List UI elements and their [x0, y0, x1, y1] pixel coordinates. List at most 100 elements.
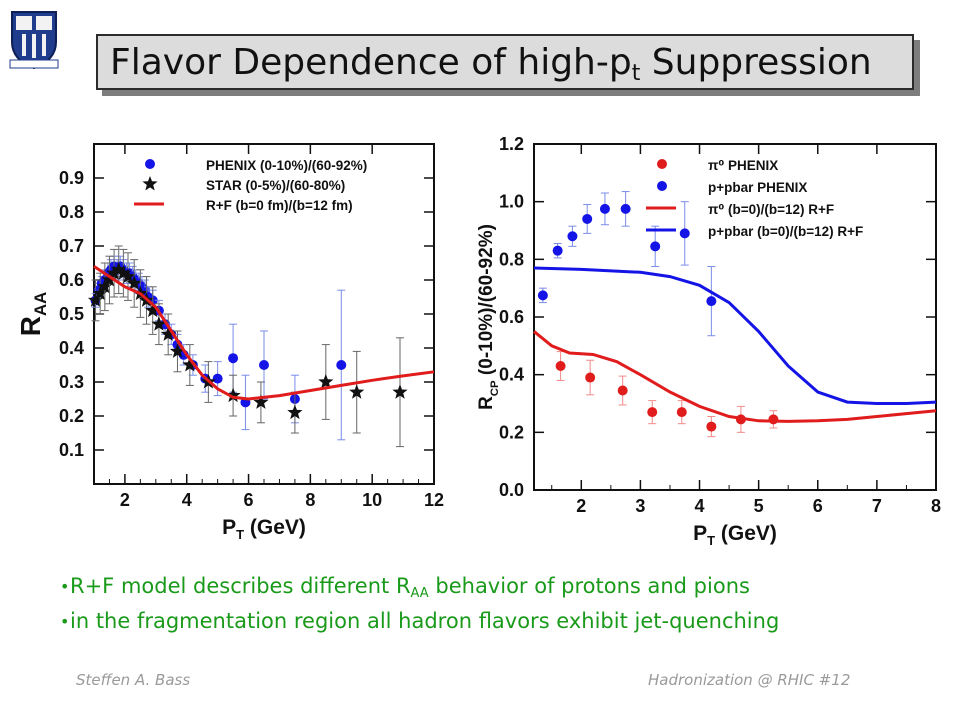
data-point — [585, 372, 596, 383]
data-point-star — [392, 384, 408, 399]
data-point-star — [169, 343, 186, 358]
y-tick-label: 1.0 — [499, 192, 524, 212]
legend-label: STAR (0-5%)/(60-80%) — [206, 178, 345, 193]
data-point-star — [349, 384, 365, 399]
data-point-star — [225, 387, 241, 403]
data-point — [212, 373, 223, 384]
y-tick-label: 0.8 — [499, 249, 524, 269]
y-tick-label: 0.6 — [499, 307, 524, 327]
data-point-star — [97, 278, 113, 294]
y-tick-label: 0.2 — [59, 406, 84, 426]
bullet-list: • R+F model describes different RAA beha… — [60, 574, 940, 643]
data-point — [259, 360, 269, 370]
bullet-dot-icon: • — [60, 612, 70, 631]
legend-label: R+F (b=0 fm)/(b=12 fm) — [206, 198, 353, 213]
bullet-item: • R+F model describes different RAA beha… — [60, 574, 750, 601]
data-point-star — [120, 268, 136, 284]
x-tick-label: 3 — [635, 496, 645, 516]
bullet-dot-icon: • — [60, 577, 70, 596]
legend-label: π⁰ PHENIX — [708, 158, 778, 173]
y-tick-label: 0.0 — [499, 480, 524, 500]
title-box: Flavor Dependence of high-pt Suppression — [96, 34, 914, 90]
data-point — [706, 296, 717, 307]
y-tick-label: 0.8 — [59, 202, 84, 222]
legend-star-swatch — [142, 176, 158, 191]
data-point-star — [115, 265, 131, 280]
bullet-item: • in the fragmentation region all hadron… — [60, 609, 780, 633]
legend-label: p+pbar PHENIX — [708, 180, 807, 195]
y-tick-label: 0.3 — [59, 372, 84, 392]
y-tick-label: 0.7 — [59, 236, 84, 256]
data-point — [228, 353, 239, 364]
legend-dot-swatch — [657, 181, 667, 191]
footer-author: Steffen A. Bass — [76, 671, 191, 689]
legend-dot-swatch — [145, 159, 155, 169]
data-point — [552, 245, 563, 256]
y-axis-label: RAA — [15, 292, 50, 336]
x-tick-label: 6 — [813, 496, 823, 516]
x-tick-label: 2 — [576, 496, 586, 516]
x-axis-label: PT (GeV) — [693, 522, 777, 548]
plot-frame — [533, 143, 937, 491]
data-point — [617, 385, 628, 396]
data-point-star — [145, 302, 161, 318]
data-point — [537, 290, 548, 301]
data-point — [650, 241, 661, 252]
x-tick-label: 2 — [120, 490, 130, 510]
data-point — [679, 228, 690, 239]
data-point-star — [160, 326, 176, 341]
y-tick-label: 0.4 — [59, 338, 84, 358]
data-point — [336, 360, 347, 370]
series-line — [533, 266, 937, 405]
data-point-star — [106, 265, 122, 280]
y-tick-label: 0.9 — [59, 168, 84, 188]
x-tick-label: 10 — [362, 490, 382, 510]
x-tick-label: 4 — [182, 490, 192, 510]
slide-title: Flavor Dependence of high-pt Suppression — [110, 42, 872, 86]
data-point — [555, 361, 566, 372]
plot-frame — [93, 143, 435, 485]
data-point-star — [287, 404, 303, 420]
data-point-star — [126, 275, 142, 290]
data-point-star — [101, 272, 118, 287]
data-point — [676, 407, 687, 418]
data-point — [706, 421, 717, 432]
x-tick-label: 6 — [244, 490, 254, 510]
data-point — [582, 213, 593, 224]
rcp-chart: 2 3 4 5 6 7 8 0.0 0.2 0.4 0.6 0.8 1.0 1.2 PT (GeV) RCP … — [476, 134, 941, 548]
y-tick-label: 1.2 — [499, 134, 524, 154]
y-tick-label: 0.1 — [59, 440, 84, 460]
x-tick-label: 8 — [305, 490, 315, 510]
data-point-star — [182, 357, 198, 372]
y-tick-label: 0.2 — [499, 422, 524, 442]
data-point-star — [87, 292, 104, 307]
x-tick-label: 8 — [931, 496, 941, 516]
data-point — [768, 414, 779, 425]
x-tick-label: 4 — [695, 496, 705, 516]
legend-label: PHENIX (0-10%)/(60-92%) — [206, 158, 367, 173]
footer-slide-info: Hadronization @ RHIC #12 — [648, 671, 851, 689]
x-tick-label: 5 — [754, 496, 764, 516]
data-point-star — [92, 285, 108, 301]
legend-label: p+pbar (b=0)/(b=12) R+F — [708, 224, 863, 239]
y-axis-label: RCP (0-10%)/(60-92%) — [476, 224, 501, 410]
x-tick-label: 7 — [872, 496, 882, 516]
data-point — [647, 407, 658, 418]
data-point — [620, 203, 631, 214]
data-point-star — [318, 374, 334, 389]
university-crest-logo — [9, 11, 59, 70]
raa-chart: 2 4 6 8 10 12 0.1 0.2 0.3 0.4 0.5 0.6 0.7 0.8 0.9 PT (G… — [15, 143, 444, 542]
data-point-star — [151, 316, 167, 331]
data-point — [567, 231, 578, 242]
legend-label: π⁰ (b=0)/(b=12) R+F — [708, 202, 834, 217]
data-point-star — [253, 394, 269, 409]
y-tick-label: 0.4 — [499, 365, 524, 385]
series-line — [533, 330, 937, 423]
legend-dot-swatch — [657, 159, 667, 169]
x-axis-label: PT (GeV) — [222, 516, 306, 542]
data-point — [599, 203, 610, 214]
x-tick-label: 12 — [424, 490, 444, 510]
y-tick-label: 0.5 — [59, 304, 84, 324]
y-tick-label: 0.6 — [59, 270, 84, 290]
series-line — [93, 265, 435, 401]
